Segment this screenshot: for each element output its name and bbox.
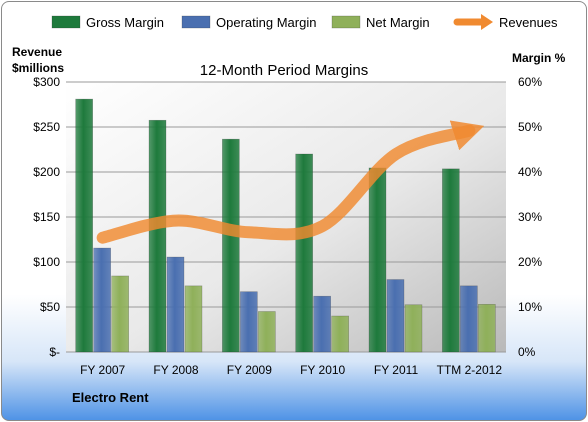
bar-operating-margin	[240, 291, 258, 353]
x-axis-labels: FY 2007 FY 2008 FY 2009 FY 2010 FY 2011 TTM 2…	[80, 363, 502, 377]
bars	[75, 98, 496, 353]
bar-gross-margin	[368, 167, 387, 353]
y-left-label-line2: $millions	[12, 61, 64, 75]
bar-operating-margin	[313, 295, 331, 353]
y-right-tick-label: 30%	[518, 210, 542, 224]
gridlines	[66, 81, 506, 353]
y-left-label-line1: Revenue	[12, 45, 62, 59]
bar-net-margin	[331, 315, 349, 353]
bar-gross-margin	[222, 138, 240, 353]
legend-swatch	[181, 15, 211, 29]
x-tick-label: FY 2008	[153, 363, 198, 377]
bar-gross-margin	[295, 153, 313, 353]
bar-operating-margin	[386, 279, 405, 353]
legend: Gross Margin Operating Margin Net Margin Re…	[51, 14, 558, 30]
x-tick-label: FY 2007	[80, 363, 125, 377]
bar-net-margin	[184, 285, 203, 353]
y-left-tick-label: $100	[33, 255, 60, 269]
bar-net-margin	[111, 275, 129, 353]
y-right-tick-label: 20%	[518, 255, 542, 269]
y-right-tick-label: 60%	[518, 75, 542, 89]
y-right-tick-label: 40%	[518, 165, 542, 179]
legend-label: Net Margin	[366, 15, 430, 30]
legend-swatch	[331, 15, 361, 29]
bar-net-margin	[258, 311, 276, 353]
y-left-tick-label: $150	[33, 210, 60, 224]
y-right-ticks: 0% 10% 20% 30% 40% 50% 60%	[518, 75, 542, 359]
bar-operating-margin	[460, 285, 478, 353]
bar-gross-margin	[442, 168, 460, 353]
y-right-label: Margin %	[512, 51, 566, 65]
y-left-tick-label: $300	[33, 75, 60, 89]
y-left-tick-label: $-	[49, 345, 60, 359]
x-tick-label: TTM 2-2012	[437, 363, 503, 377]
x-tick-label: FY 2011	[374, 363, 419, 377]
y-left-ticks: $- $50 $100 $150 $200 $250 $300	[33, 75, 60, 359]
revenue-series-line	[96, 120, 485, 244]
y-left-tick-label: $50	[40, 300, 60, 314]
bar-net-margin	[404, 304, 423, 353]
legend-label: Operating Margin	[216, 15, 316, 30]
legend-label: Gross Margin	[86, 15, 164, 30]
chart-title: 12-Month Period Margins	[200, 62, 368, 79]
legend-label: Revenues	[499, 15, 558, 30]
bar-gross-margin	[75, 98, 93, 353]
y-left-tick-label: $250	[33, 120, 60, 134]
y-left-tick-label: $200	[33, 165, 60, 179]
legend-arrow-icon	[481, 14, 493, 30]
y-right-tick-label: 0%	[518, 345, 536, 359]
legend-swatch	[51, 15, 81, 29]
y-right-tick-label: 10%	[518, 300, 542, 314]
bar-operating-margin	[93, 247, 111, 353]
bar-net-margin	[478, 303, 496, 353]
revenue-line	[96, 120, 485, 244]
y-right-tick-label: 50%	[518, 120, 542, 134]
company-name: Electro Rent	[72, 390, 149, 405]
bar-operating-margin	[166, 256, 185, 353]
x-tick-label: FY 2010	[300, 363, 345, 377]
bar-gross-margin	[148, 119, 167, 353]
x-tick-label: FY 2009	[227, 363, 272, 377]
